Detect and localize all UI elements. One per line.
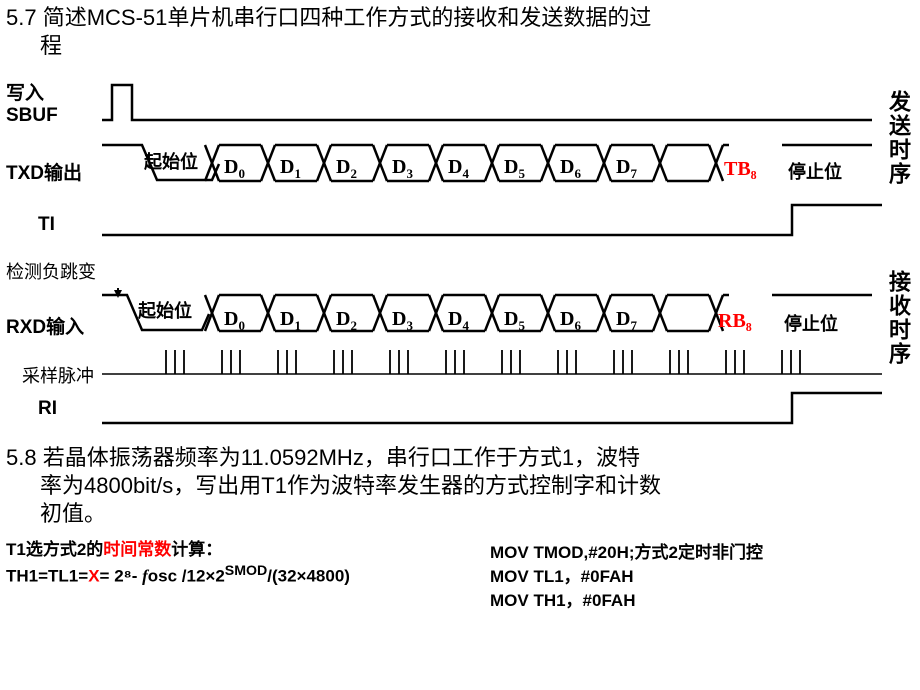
c2f: SMOD	[225, 563, 267, 579]
data-bit-label: D2	[336, 308, 357, 334]
detect-label: 检测负跳变	[6, 258, 116, 284]
data-bit-label: D1	[280, 308, 301, 334]
q57-line1: 简述MCS-51单片机串行口四种工作方式的接收和发送数据的过	[43, 5, 652, 30]
sbuf-label: 写入 SBUF	[6, 78, 116, 127]
c2e: osc /12×2	[148, 567, 225, 586]
data-bit-label: D3	[392, 156, 413, 182]
asm-l2: MOV TL1，#0FAH	[490, 562, 634, 587]
rxd-label: RXD输入	[6, 312, 116, 339]
data-bit-label: D4	[448, 156, 469, 182]
c1c: 计算：	[171, 540, 222, 559]
c2b: X	[88, 567, 99, 586]
data-bit-label: D3	[392, 308, 413, 334]
q58-num: 5.8	[6, 445, 37, 470]
q58: 5.8 若晶体振荡器频率为11.0592MHz，串行口工作于方式1，波特	[0, 444, 910, 473]
calc-l1: T1选方式2的时间常数计算：	[0, 538, 222, 562]
ti-line	[102, 200, 892, 240]
data-bit-label: D0	[224, 156, 245, 182]
asm-l1: MOV TMOD,#20H;方式2定时非门控	[490, 538, 763, 563]
sbuf-l2: SBUF	[6, 105, 116, 127]
asm-l3: MOV TH1，#0FAH	[490, 586, 635, 611]
q57-number: 5.7	[6, 5, 37, 30]
data-bit-label: D6	[560, 156, 581, 182]
data-bit-label: D6	[560, 308, 581, 334]
rx-stop-bit: 停止位	[784, 310, 838, 336]
data-bit-label: D5	[504, 308, 525, 334]
q58-l2: 率为4800bit/s，写出用T1作为波特率发生器的方式控制字和计数	[0, 472, 661, 501]
tx-stop-bit: 停止位	[788, 158, 842, 184]
c1b: 时间常数	[103, 540, 171, 559]
sbuf-pulse	[102, 80, 882, 125]
calc-l2: TH1=TL1=X= 2⁸- fosc /12×2SMOD/(32×4800)	[0, 562, 350, 588]
rxd-frame	[102, 288, 892, 338]
c2c: = 2⁸-	[100, 567, 143, 586]
txd-label: TXD输出	[6, 158, 116, 185]
tb8-label: TB₈	[724, 158, 757, 181]
tx-start-bit: 起始位	[144, 148, 198, 174]
data-bit-label: D7	[616, 308, 637, 334]
rx-start-bit: 起始位	[138, 297, 192, 323]
c2g: /(32×4800)	[267, 567, 350, 586]
c2a: TH1=TL1=	[6, 567, 88, 586]
txd-frame	[102, 140, 892, 185]
q58-l3: 初值。	[0, 500, 106, 529]
data-bit-label: D7	[616, 156, 637, 182]
data-bit-label: D4	[448, 308, 469, 334]
data-bit-label: D0	[224, 308, 245, 334]
ri-line	[102, 388, 892, 428]
data-bit-label: D2	[336, 156, 357, 182]
sbuf-l1: 写入	[6, 78, 116, 105]
data-bit-label: D5	[504, 156, 525, 182]
q58-l1: 若晶体振荡器频率为11.0592MHz，串行口工作于方式1，波特	[43, 445, 640, 470]
rb8-label: RB₈	[718, 310, 752, 333]
sample-pulses	[102, 344, 892, 378]
data-bit-label: D1	[280, 156, 301, 182]
c1a: T1选方式2的	[6, 540, 103, 559]
q57-line2: 程	[0, 32, 62, 61]
q57-text: 5.7 简述MCS-51单片机串行口四种工作方式的接收和发送数据的过	[0, 4, 910, 33]
